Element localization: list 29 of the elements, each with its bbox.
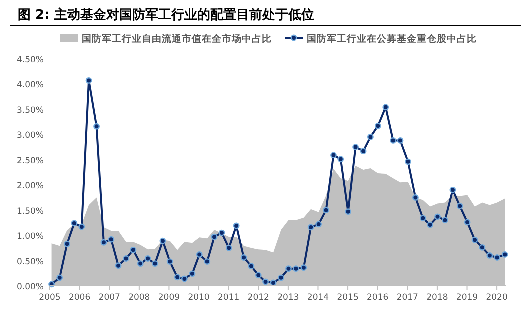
legend-label: 国防军工行业自由流通市值在全市场中占比 [82,33,272,45]
x-tick-label: 2010 [188,293,210,303]
x-tick-label: 2015 [337,293,359,303]
y-tick-label: 1.50% [16,206,44,217]
y-tick-label: 3.00% [16,131,44,142]
x-tick-label: 2018 [426,293,448,303]
x-tick-label: 2016 [367,293,389,303]
x-tick-label: 2013 [278,293,300,303]
y-tick-label: 0.50% [16,257,44,268]
x-tick-label: 2005 [39,293,61,303]
y-tick-label: 1.00% [16,232,44,242]
x-tick-label: 2011 [218,293,240,303]
x-tick-label: 2019 [456,293,478,303]
x-tick-label: 2009 [158,293,180,303]
x-tick-label: 2007 [98,293,120,303]
chart-title: 图 2: 主动基金对国防军工行业的配置目前处于低位 [18,7,314,23]
x-tick-label: 2012 [248,293,270,303]
legend-label: 国防军工行业在公募基金重仓股中占比 [307,33,477,45]
y-tick-label: 0.00% [16,282,44,292]
y-tick-label: 2.00% [16,182,44,192]
y-tick-label: 4.00% [16,80,44,91]
x-tick-label: 2020 [486,293,508,303]
x-tick-label: 2014 [307,293,330,303]
y-tick-label: 2.50% [16,156,44,166]
x-tick-label: 2008 [128,293,150,303]
x-tick-label: 2006 [68,293,91,303]
y-tick-label: 4.50% [16,56,44,66]
x-tick-label: 2017 [396,293,418,303]
y-tick-label: 3.50% [16,106,44,116]
